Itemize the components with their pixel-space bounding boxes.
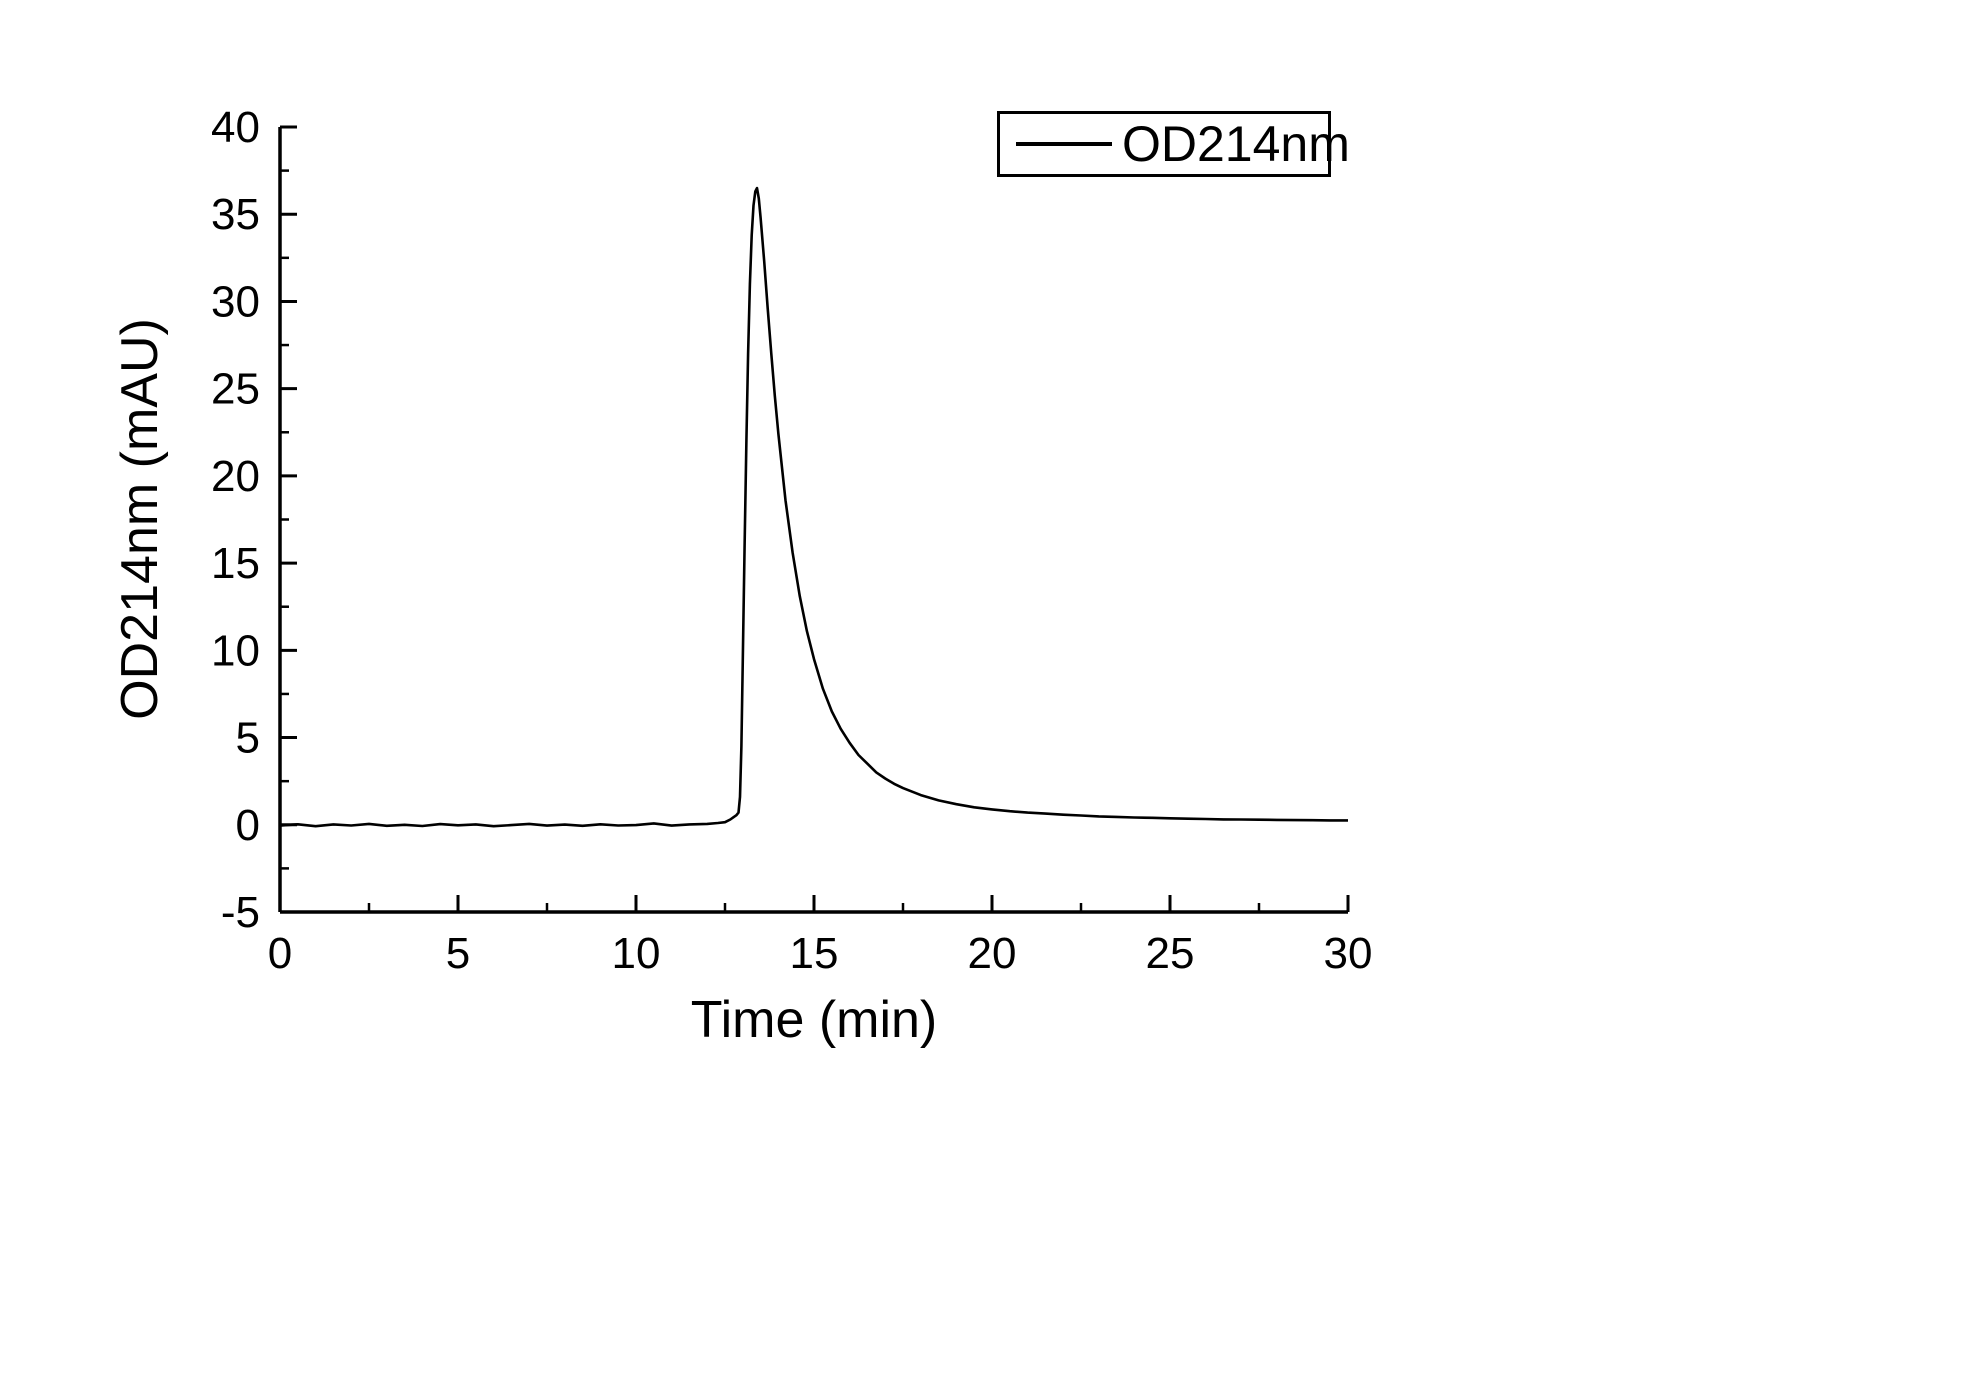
x-tick-label: 5 (446, 929, 470, 978)
x-axis-title: Time (min) (690, 991, 938, 1049)
y-tick-label: 10 (211, 626, 260, 675)
series-line (279, 186, 1348, 828)
x-tick-label: 0 (268, 929, 292, 978)
x-tick-label: 15 (790, 929, 839, 978)
y-tick-label: 0 (236, 801, 260, 850)
y-tick-label: 35 (211, 190, 260, 239)
legend: OD214nm (997, 111, 1350, 177)
y-tick-label: 15 (211, 539, 260, 588)
y-tick-label: 40 (211, 103, 260, 152)
x-tick-label: 20 (968, 929, 1017, 978)
y-axis-title: OD214nm (mAU) (111, 318, 169, 720)
legend-label: OD214nm (1122, 116, 1350, 172)
y-tick-label: 30 (211, 277, 260, 326)
y-tick-label: 20 (211, 452, 260, 501)
legend-line-swatch (1016, 142, 1112, 146)
y-tick-label: 25 (211, 365, 260, 414)
x-tick-label: 25 (1146, 929, 1195, 978)
x-tick-label: 30 (1324, 929, 1373, 978)
y-tick-label: 5 (236, 714, 260, 763)
y-tick-label: -5 (221, 888, 260, 937)
x-tick-label: 10 (612, 929, 661, 978)
